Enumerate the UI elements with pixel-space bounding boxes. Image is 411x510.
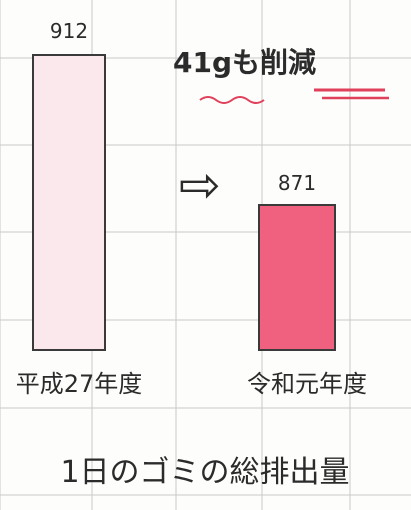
bar-reiwa-gannen [258, 204, 336, 351]
bar-heisei-27 [32, 54, 106, 351]
wavy-underline [199, 96, 265, 104]
bar-value-label-heisei-27: 912 [50, 19, 88, 43]
chart-title: 1日のゴミの総排出量 [60, 455, 349, 490]
reduction-annotation: 41gも削減 [173, 46, 316, 79]
arrow-right-icon: ⇨ [179, 156, 221, 214]
category-label-reiwa-gannen: 令和元年度 [247, 370, 367, 398]
category-label-heisei-27: 平成27年度 [16, 370, 143, 398]
bar-value-label-reiwa-gannen: 871 [278, 171, 316, 195]
